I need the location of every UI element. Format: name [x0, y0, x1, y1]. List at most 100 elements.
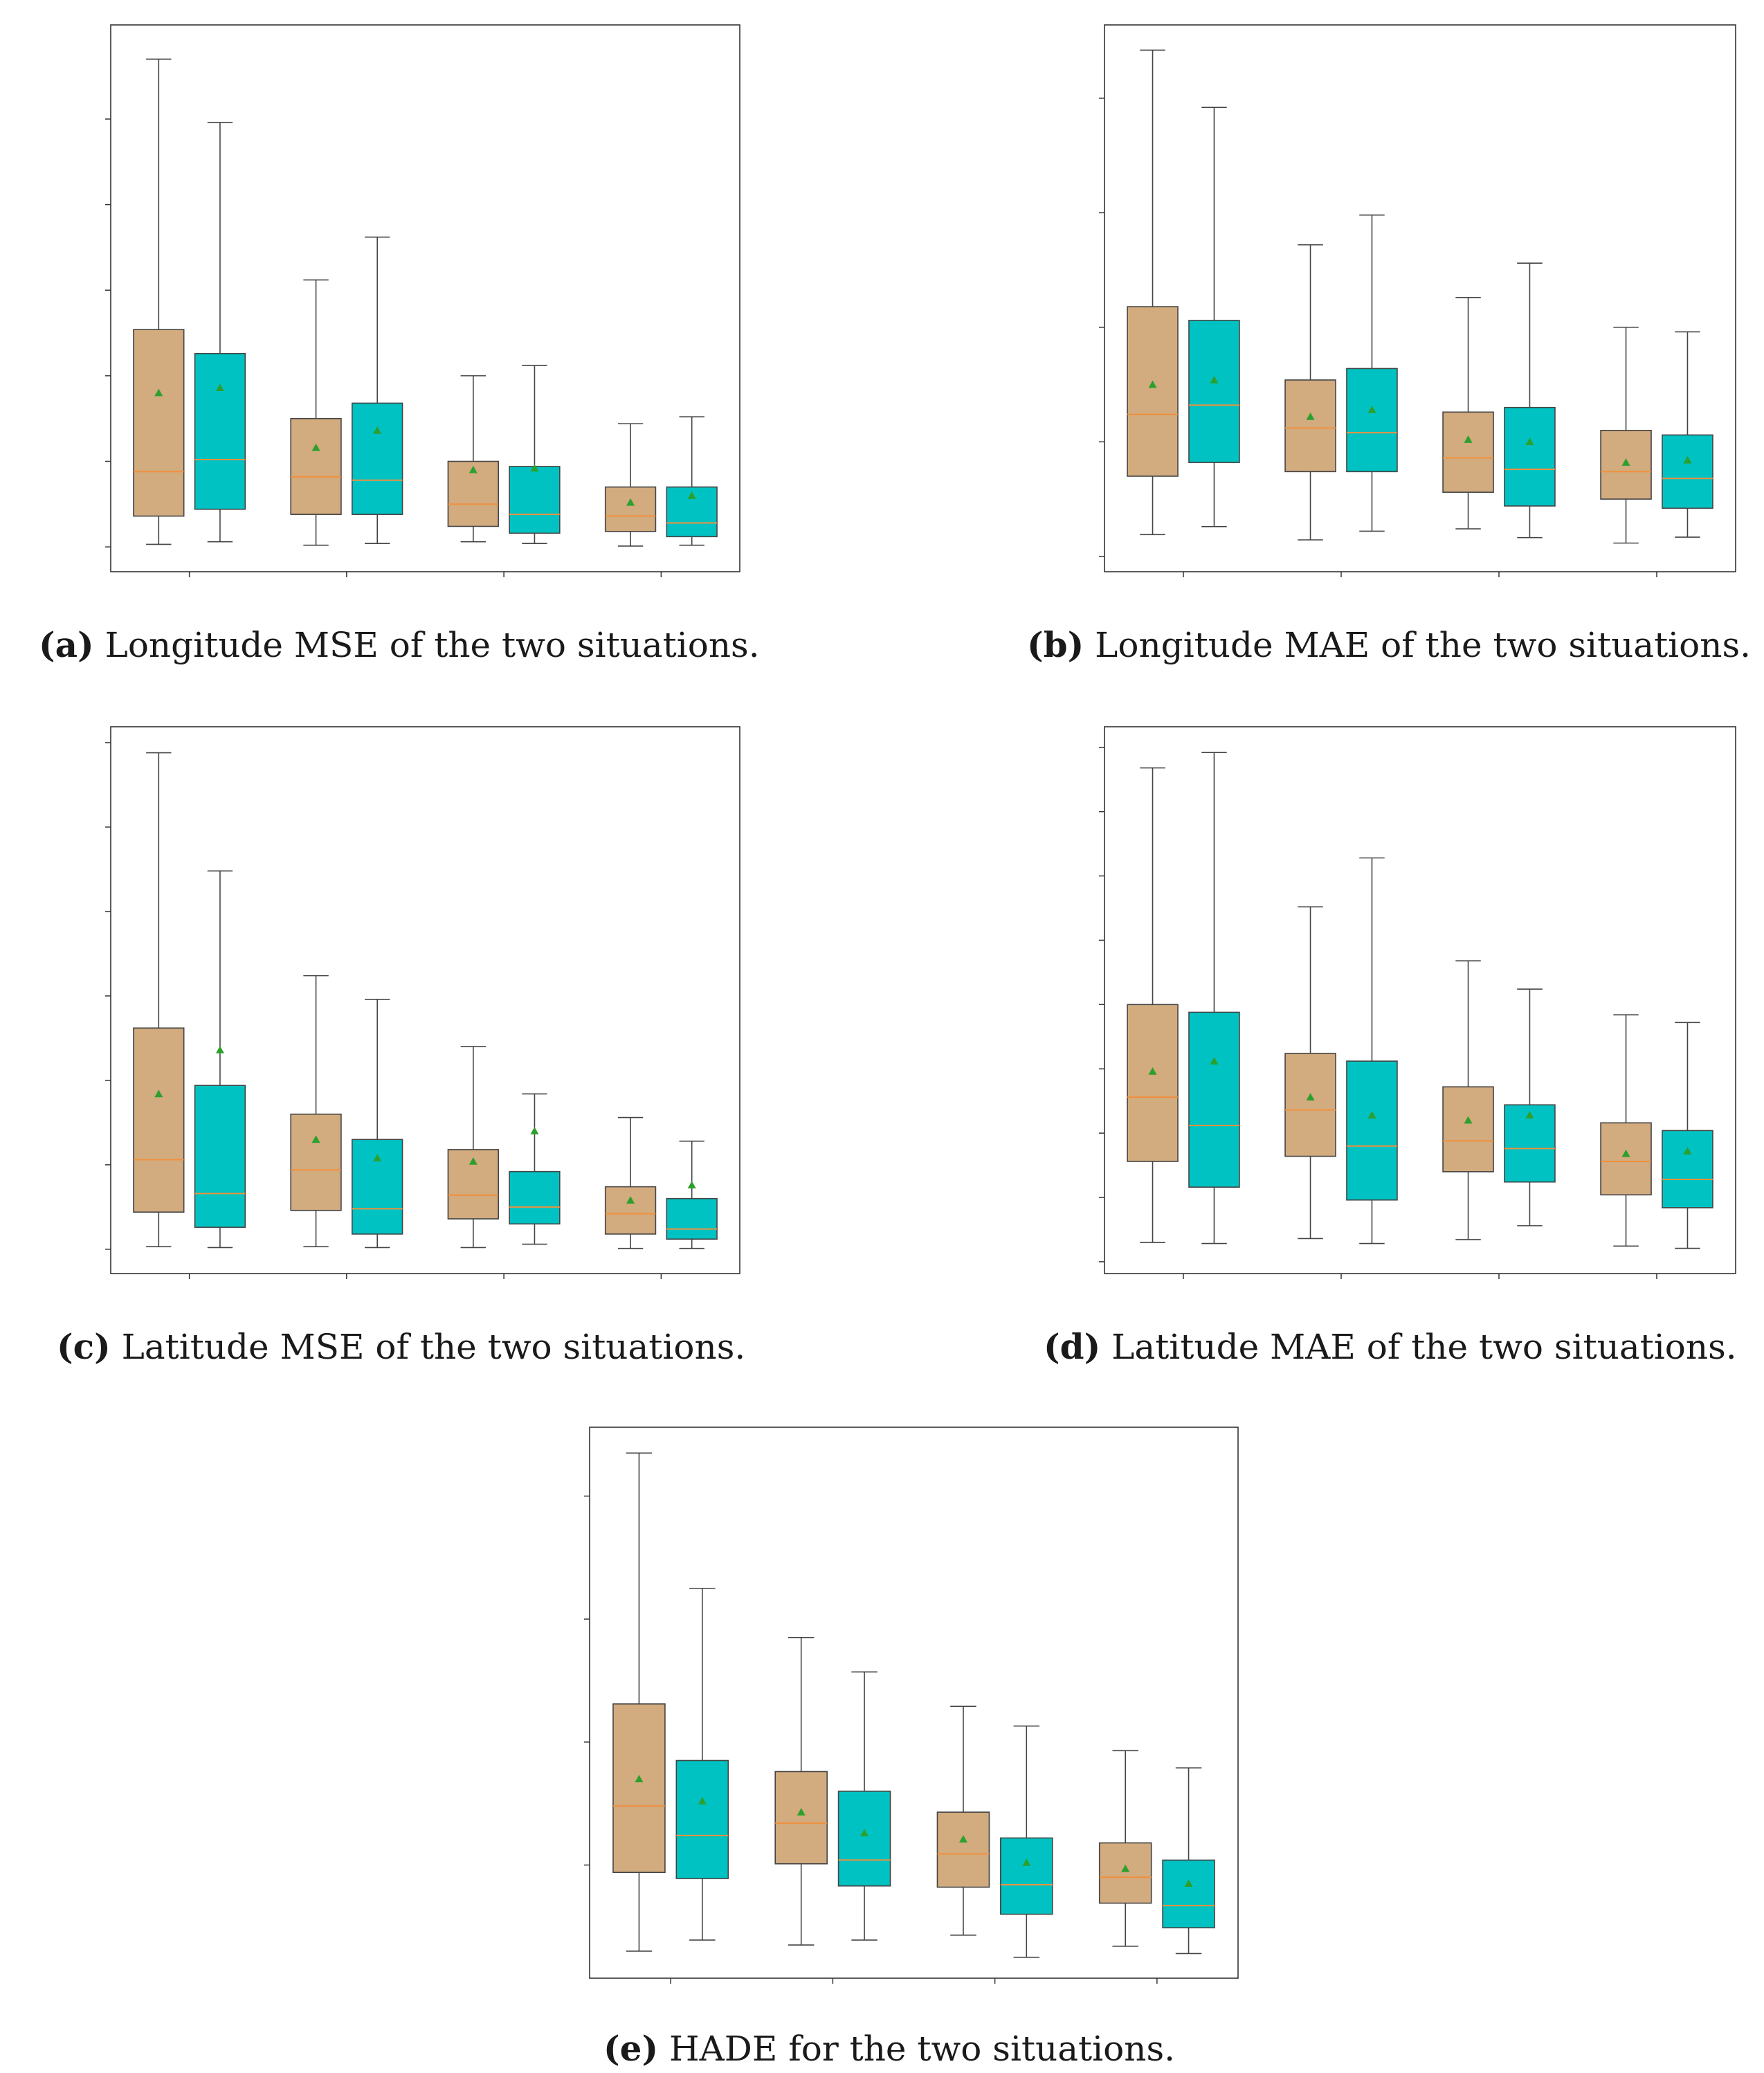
caption-c-label: (c) — [57, 1326, 111, 1367]
box-seq2seq-s1 — [1127, 49, 1179, 536]
box-iqr — [1098, 1842, 1152, 1904]
box-iqr — [290, 1113, 342, 1211]
box-iqr — [1127, 1004, 1179, 1162]
caption-d-label: (d) — [1044, 1326, 1101, 1367]
mean-marker — [1210, 375, 1219, 383]
box-our-model-s2 — [1162, 1767, 1215, 1955]
box-iqr — [1162, 1859, 1215, 1928]
mean-marker — [626, 498, 635, 506]
box-iqr — [1346, 368, 1398, 473]
box-iqr — [612, 1703, 666, 1873]
box-seq2seq-mhsa-s2 — [509, 1093, 561, 1245]
box-iqr — [1188, 320, 1240, 463]
box-seq2seq-s1 — [612, 1452, 666, 1952]
box-iqr — [1284, 1053, 1336, 1157]
box-seq2seq-mhsa-s1 — [1442, 297, 1494, 529]
box-seq2seq-attn-s1 — [1284, 906, 1336, 1240]
mean-marker — [154, 1089, 163, 1098]
caption-a-label: (a) — [39, 624, 94, 665]
mean-marker — [1121, 1864, 1130, 1872]
box-seq2seq-attn-s2 — [352, 236, 403, 545]
mean-marker — [1525, 1111, 1534, 1119]
box-seq2seq-mhsa-s1 — [1442, 960, 1494, 1240]
mean-marker — [469, 465, 478, 473]
box-seq2seq-attn-s2 — [837, 1671, 891, 1941]
box-seq2seq-s1 — [1127, 767, 1179, 1243]
box-iqr — [837, 1791, 891, 1887]
box-our-model-s1 — [604, 423, 657, 547]
box-seq2seq-attn-s1 — [1284, 244, 1336, 541]
mean-marker — [1464, 435, 1473, 443]
mean-marker — [311, 443, 320, 451]
box-seq2seq-s2 — [194, 870, 246, 1249]
caption-d-text: Latitude MAE of the two situations. — [1100, 1327, 1737, 1367]
mean-marker — [311, 1135, 320, 1143]
box-iqr — [1662, 434, 1713, 509]
mean-marker — [1464, 1116, 1473, 1124]
mean-marker — [1148, 1067, 1157, 1075]
plot-frame — [110, 24, 740, 572]
box-seq2seq-mhsa-s1 — [447, 375, 499, 543]
box-iqr — [1284, 379, 1336, 473]
mean-marker — [530, 1127, 539, 1134]
box-seq2seq-s2 — [194, 122, 246, 543]
caption-c-text: Latitude MSE of the two situations. — [110, 1327, 746, 1367]
box-iqr — [1600, 1122, 1652, 1196]
mean-marker — [373, 1154, 382, 1161]
box-iqr — [1662, 1130, 1713, 1209]
caption-e: (e) HADE for the two situations. — [603, 2028, 1175, 2069]
box-iqr — [1188, 1011, 1240, 1188]
mean-marker — [1184, 1879, 1193, 1887]
caption-c: (c) Latitude MSE of the two situations. — [57, 1326, 745, 1367]
mean-marker — [1306, 1093, 1315, 1101]
box-seq2seq-mhsa-s2 — [509, 365, 561, 545]
box-seq2seq-attn-s2 — [1346, 214, 1398, 532]
box-iqr — [1346, 1060, 1398, 1201]
mean-marker — [1683, 1147, 1692, 1155]
mean-marker — [1367, 406, 1376, 413]
caption-b-label: (b) — [1027, 624, 1084, 665]
box-iqr — [509, 466, 561, 534]
mean-marker — [1210, 1057, 1219, 1065]
box-iqr — [666, 1197, 718, 1240]
mean-marker — [1367, 1111, 1376, 1119]
box-seq2seq-s1 — [133, 58, 185, 545]
box-iqr — [194, 1085, 246, 1228]
caption-d: (d) Latitude MAE of the two situations. — [1044, 1326, 1737, 1367]
box-iqr — [1442, 411, 1494, 493]
box-seq2seq-mhsa-s2 — [1504, 262, 1556, 538]
box-our-model-s1 — [604, 1116, 657, 1249]
plot-frame — [589, 1427, 1239, 1979]
box-iqr — [675, 1759, 729, 1879]
box-iqr — [1504, 406, 1556, 507]
caption-b-text: Longitude MAE of the two situations. — [1084, 625, 1752, 665]
mean-marker — [1683, 455, 1692, 464]
mean-marker — [1621, 458, 1630, 466]
box-iqr — [1127, 306, 1179, 477]
mean-marker — [1022, 1858, 1031, 1866]
mean-marker — [958, 1835, 967, 1843]
plot-frame — [110, 726, 740, 1274]
box-seq2seq-s2 — [1188, 107, 1240, 527]
caption-b: (b) Longitude MAE of the two situations. — [1027, 624, 1751, 665]
caption-a: (a) Longitude MSE of the two situations. — [39, 624, 760, 665]
box-seq2seq-s1 — [133, 752, 185, 1248]
box-seq2seq-mhsa-s2 — [1504, 988, 1556, 1226]
box-iqr — [936, 1811, 990, 1888]
box-iqr — [604, 1186, 657, 1235]
mean-marker — [687, 1181, 696, 1188]
mean-marker — [215, 1045, 224, 1053]
plot-frame — [1104, 24, 1736, 572]
box-our-model-s2 — [666, 416, 718, 546]
box-our-model-s1 — [1600, 1014, 1652, 1247]
mean-marker — [530, 464, 539, 472]
box-iqr — [774, 1771, 828, 1865]
box-seq2seq-s2 — [675, 1587, 729, 1941]
mean-marker — [687, 491, 696, 499]
box-iqr — [194, 352, 246, 510]
mean-marker — [1306, 412, 1315, 420]
